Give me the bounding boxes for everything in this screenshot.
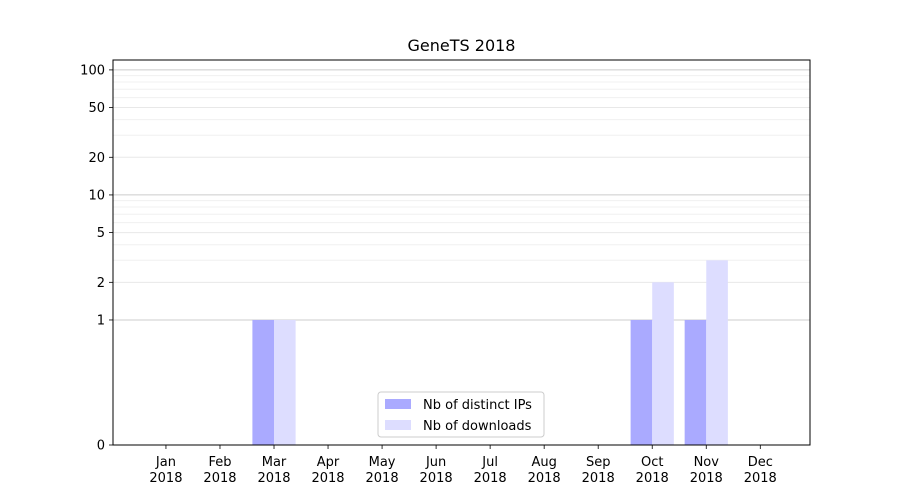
x-tick-label: May	[369, 455, 396, 470]
x-tick-label: 2018	[690, 471, 723, 486]
y-tick-label: 1	[97, 313, 105, 328]
x-tick-label: Oct	[641, 455, 663, 470]
x-tick-label: Jan	[155, 455, 176, 470]
x-tick-label: Nov	[694, 455, 720, 470]
legend-label: Nb of distinct IPs	[423, 398, 532, 413]
x-tick-label: Mar	[262, 455, 287, 470]
y-tick-label: 50	[88, 101, 105, 116]
y-tick-label: 100	[80, 63, 105, 78]
bar-distinct-ips	[630, 319, 653, 445]
plot-frame	[112, 59, 811, 446]
x-tick-label: Sep	[586, 455, 611, 470]
bar-downloads	[652, 282, 674, 445]
legend-box	[377, 391, 545, 438]
x-tick-label: 2018	[149, 471, 182, 486]
chart-title: GeneTS 2018	[408, 36, 516, 55]
bar-downloads	[274, 319, 296, 445]
x-tick-label: 2018	[311, 471, 344, 486]
x-tick-label: Aug	[531, 455, 556, 470]
y-tick-label: 10	[88, 188, 105, 203]
y-tick-label: 20	[88, 151, 105, 166]
x-tick-label: 2018	[203, 471, 236, 486]
x-tick-label: 2018	[257, 471, 290, 486]
x-tick-label: Dec	[748, 455, 773, 470]
x-tick-label: Apr	[317, 455, 340, 470]
x-tick-label: 2018	[366, 471, 399, 486]
bar-distinct-ips	[252, 319, 275, 445]
x-tick-label: 2018	[528, 471, 561, 486]
legend-label: Nb of downloads	[423, 419, 532, 434]
y-tick-label: 2	[97, 276, 105, 291]
x-tick-label: 2018	[474, 471, 507, 486]
bar-distinct-ips	[684, 319, 707, 445]
x-tick-label: 2018	[636, 471, 669, 486]
x-tick-label: Jul	[481, 455, 498, 470]
legend-swatch	[385, 399, 411, 409]
x-tick-label: 2018	[744, 471, 777, 486]
y-tick-label: 5	[97, 226, 105, 241]
x-tick-label: 2018	[582, 471, 615, 486]
y-tick-label: 0	[97, 439, 105, 454]
bar-downloads	[706, 260, 728, 445]
x-tick-label: Feb	[208, 455, 231, 470]
x-tick-label: 2018	[420, 471, 453, 486]
legend-swatch	[385, 420, 411, 430]
x-tick-label: Jun	[425, 455, 446, 470]
